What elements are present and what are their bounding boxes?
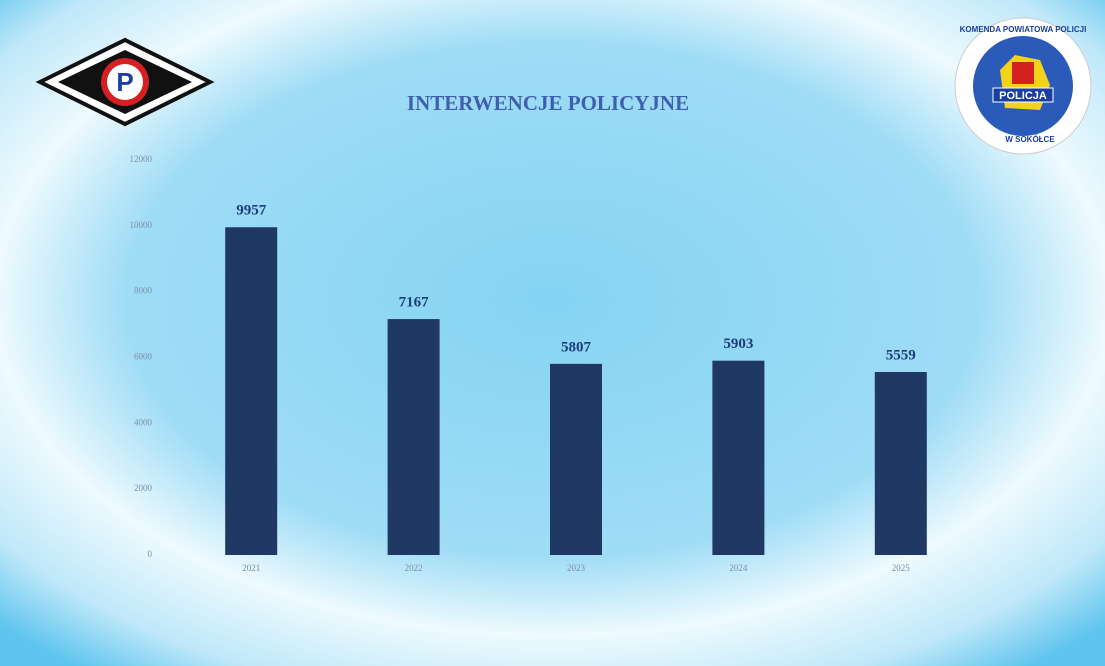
bar — [225, 227, 278, 555]
y-tick-label: 12000 — [130, 154, 153, 164]
bar — [550, 363, 602, 555]
logo-text: W SOKÓŁCE — [1005, 135, 1055, 144]
y-tick-label: 6000 — [134, 352, 153, 362]
bar — [712, 360, 765, 555]
y-tick-label: 4000 — [134, 417, 153, 427]
data-label: 7167 — [399, 295, 430, 311]
bar — [387, 319, 440, 555]
y-tick-label: 8000 — [134, 286, 153, 296]
data-label: 5807 — [561, 339, 592, 355]
data-label: 5903 — [723, 336, 753, 352]
x-tick-label: 2023 — [567, 563, 586, 573]
x-tick-label: 2025 — [892, 563, 911, 573]
logo-text: POLICJA — [999, 90, 1047, 102]
x-tick-label: 2024 — [729, 563, 748, 573]
logo-letter: P — [116, 67, 133, 97]
logo-left: P — [35, 37, 215, 127]
y-tick-label: 10000 — [130, 220, 153, 230]
x-tick-label: 2021 — [242, 563, 260, 573]
y-tick-label: 0 — [148, 549, 153, 559]
data-label: 5559 — [886, 347, 916, 363]
chart-title: INTERWENCJE POLICYJNE — [407, 91, 689, 115]
logo-right: POLICJA KOMENDA POWIATOWA POLICJI W SOKÓ… — [954, 17, 1092, 155]
data-label: 9957 — [236, 203, 267, 219]
logo-text: KOMENDA POWIATOWA POLICJI — [960, 25, 1087, 34]
y-tick-label: 2000 — [134, 483, 153, 493]
x-tick-label: 2022 — [405, 563, 423, 573]
bar — [874, 372, 927, 555]
